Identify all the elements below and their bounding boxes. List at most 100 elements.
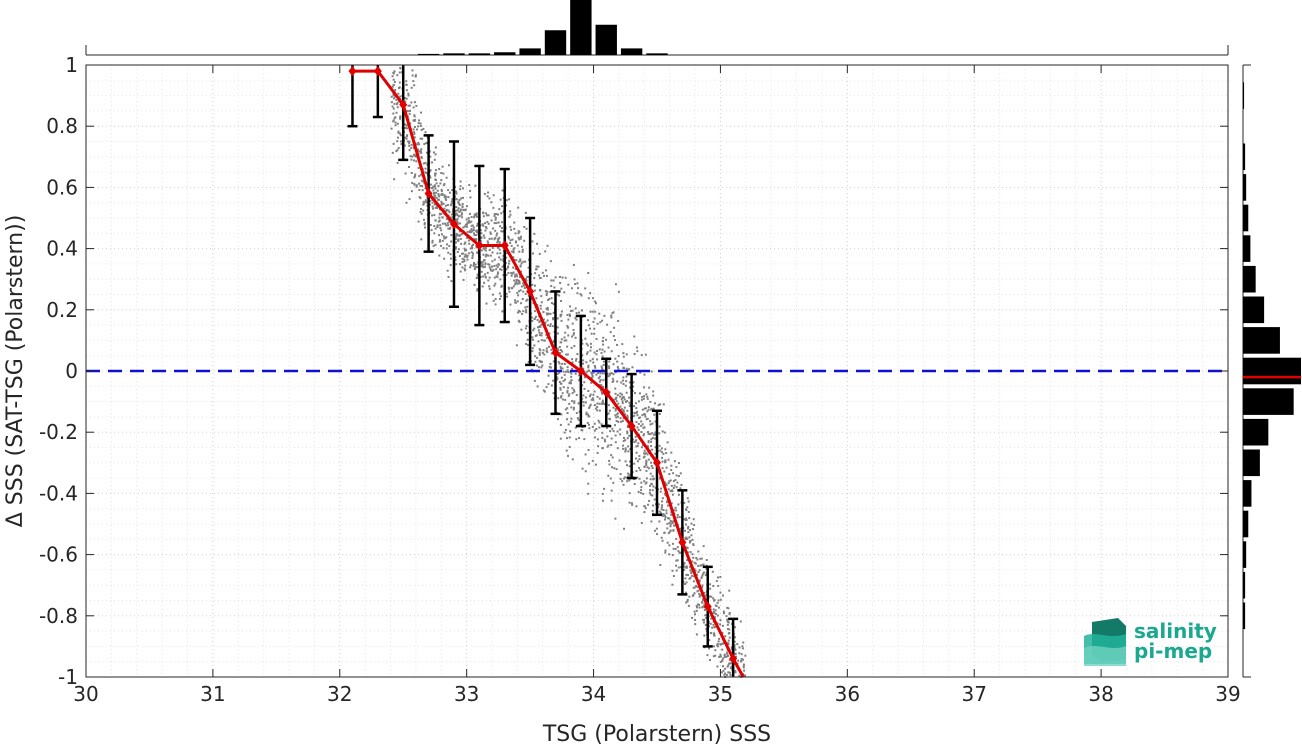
x-tick-label: 34 [581, 682, 606, 706]
scatter-point [648, 499, 651, 502]
scatter-point [510, 272, 513, 275]
scatter-point [690, 572, 693, 575]
scatter-point [594, 463, 597, 466]
scatter-point [702, 571, 705, 574]
scatter-point [725, 655, 728, 658]
scatter-point [434, 169, 437, 172]
scatter-point [601, 348, 604, 351]
scatter-point [649, 423, 652, 426]
scatter-point [610, 350, 613, 353]
scatter-point [441, 239, 444, 242]
scatter-point [436, 205, 439, 208]
scatter-point [624, 476, 627, 479]
scatter-point [633, 411, 636, 414]
scatter-point [441, 202, 444, 205]
scatter-point [563, 362, 566, 365]
scatter-point [607, 346, 610, 349]
scatter-point [565, 437, 568, 440]
scatter-point [396, 161, 399, 164]
scatter-point [556, 347, 559, 350]
scatter-point [683, 501, 686, 504]
scatter-point [447, 227, 450, 230]
scatter-point [429, 155, 432, 158]
scatter-point [509, 225, 512, 228]
scatter-point [594, 365, 597, 368]
scatter-point [640, 446, 643, 449]
scatter-point [635, 421, 638, 424]
scatter-point [710, 632, 713, 635]
scatter-point [636, 476, 639, 479]
scatter-point [719, 655, 722, 658]
scatter-point [440, 244, 443, 247]
scatter-point [599, 372, 602, 375]
scatter-point [601, 447, 604, 450]
scatter-point [685, 508, 688, 511]
scatter-point [635, 457, 638, 460]
scatter-point [633, 440, 636, 443]
scatter-point [433, 196, 436, 199]
scatter-point [467, 217, 470, 220]
scatter-point [473, 213, 476, 216]
scatter-point [556, 293, 559, 296]
scatter-point [659, 563, 662, 566]
scatter-point [395, 150, 398, 153]
scatter-point [445, 208, 448, 211]
scatter-point [518, 260, 521, 263]
scatter-point [442, 247, 445, 250]
scatter-point [585, 361, 588, 364]
scatter-point [537, 265, 540, 268]
scatter-point [638, 392, 641, 395]
scatter-point [603, 350, 606, 353]
scatter-point [644, 415, 647, 418]
scatter-point [424, 167, 427, 170]
scatter-point [598, 426, 601, 429]
scatter-point [415, 155, 418, 158]
scatter-point [468, 252, 471, 255]
scatter-point [476, 276, 479, 279]
scatter-point [451, 213, 454, 216]
scatter-point [471, 244, 474, 247]
scatter-point [687, 511, 690, 514]
scatter-point [470, 216, 473, 219]
scatter-point [581, 397, 584, 400]
scatter-point [585, 413, 588, 416]
scatter-point [652, 408, 655, 411]
scatter-point [405, 97, 408, 100]
scatter-point [508, 215, 511, 218]
scatter-point [626, 426, 629, 429]
mean-marker [526, 286, 535, 297]
scatter-point [717, 640, 720, 643]
scatter-point [711, 570, 714, 573]
scatter-point [603, 314, 606, 317]
right-hist-bar [1243, 265, 1256, 293]
scatter-point [550, 285, 553, 288]
scatter-point [661, 456, 664, 459]
scatter-point [571, 309, 574, 312]
scatter-point [484, 225, 487, 228]
scatter-point [511, 238, 514, 241]
scatter-point [466, 254, 469, 257]
scatter-point [544, 321, 547, 324]
scatter-point [717, 576, 720, 579]
scatter-point [405, 137, 408, 140]
scatter-point [584, 470, 587, 473]
scatter-point [705, 567, 708, 570]
scatter-point [582, 359, 585, 362]
scatter-point [691, 594, 694, 597]
scatter-point [684, 591, 687, 594]
scatter-point [404, 100, 407, 103]
scatter-point [628, 381, 631, 384]
scatter-point [438, 216, 441, 219]
scatter-point [690, 522, 693, 525]
scatter-point [577, 423, 580, 426]
scatter-point [619, 473, 622, 476]
scatter-point [456, 234, 459, 237]
scatter-point [722, 669, 725, 672]
scatter-point [411, 74, 414, 77]
scatter-point [443, 207, 446, 210]
scatter-point [661, 500, 664, 503]
scatter-point [727, 607, 730, 610]
scatter-point [461, 266, 464, 269]
scatter-point [698, 569, 701, 572]
scatter-point [594, 310, 597, 313]
